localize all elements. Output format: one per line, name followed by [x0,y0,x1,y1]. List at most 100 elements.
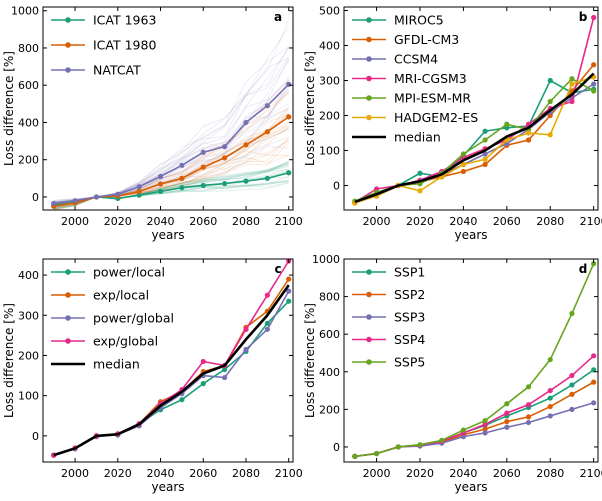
legend-marker [366,314,372,320]
legend-marker [65,17,71,23]
data-point [222,366,228,373]
data-point [439,437,445,443]
x-tick-label: 2080 [232,215,260,228]
data-point [417,442,423,448]
x-tick-label: 2000 [61,215,89,228]
axes-frame [42,6,294,211]
data-point [264,129,270,135]
series-line [354,72,595,204]
legend-marker [65,42,71,48]
x-tick-label: 2040 [147,467,175,480]
series-line [354,77,595,202]
data-point [93,194,100,200]
data-point [591,62,597,68]
y-axis-label: Loss difference [%] [303,51,317,166]
legend-label: SSP5 [394,355,425,370]
data-point [460,168,467,175]
y-tick-label: 400 [18,116,39,129]
y-tick-label: 500 [319,5,340,18]
data-point [569,76,575,82]
series-line [354,79,594,202]
data-point [395,444,401,450]
data-point [286,298,292,304]
y-tick-label: 1000 [312,253,340,266]
x-tick-label: 2020 [406,215,434,228]
data-point [591,379,597,385]
series-exp-global [51,259,292,458]
data-point [482,421,488,428]
legend-marker [366,75,372,82]
data-point [569,98,575,105]
panel-letter: c [274,262,281,276]
data-point [373,450,380,457]
data-point [547,395,553,401]
data-point [417,170,423,176]
data-point [136,192,142,198]
data-point [222,155,228,161]
data-point [460,434,467,440]
data-point [547,356,553,363]
data-point [482,426,488,432]
data-point [460,151,467,157]
legend: MIROC5 GFDL-CM3 CCSM4 MRI-CGSM3 MPI-ESM-MR HA… [352,13,478,145]
legend-label: power/local [93,265,165,280]
series-line [354,355,595,458]
data-point [157,188,164,194]
y-axis-label: Loss difference [%] [303,303,317,418]
x-tick-label: 2060 [189,215,217,228]
plot-area [51,259,292,458]
series-miroc5 [352,77,597,204]
data-point [179,162,185,168]
series-ssp4 [352,353,597,459]
panel-letter: a [274,10,282,24]
data-point [136,188,142,194]
x-tick-label: 2100 [275,467,303,480]
axes-frame [343,258,599,463]
data-point [569,81,575,87]
series-median [53,284,290,457]
legend-marker [65,67,71,73]
data-point [547,403,553,410]
data-point [264,326,270,332]
data-point [286,276,292,282]
data-point [417,188,423,194]
data-point [591,367,597,373]
x-tick-label: 2100 [580,215,602,228]
data-point [547,413,553,419]
legend: SSP1 SSP2 SSP3 SSP4 SSP5 [352,265,425,370]
axes-frame [343,6,599,211]
data-point [200,381,206,387]
y-tick-label: 200 [18,349,39,362]
legend-marker [366,17,372,23]
data-point [525,137,532,143]
data-point [591,353,597,359]
data-point [482,161,488,168]
series-line [53,278,290,456]
data-point [264,175,270,181]
series-line [53,284,290,457]
data-point [525,130,532,136]
legend-marker [65,269,71,275]
legend-label: SSP4 [394,332,425,347]
legend-label: power/global [93,311,174,326]
series-line [354,263,595,458]
data-point [264,292,270,298]
legend-label: SSP1 [394,265,425,280]
data-point [482,418,488,424]
data-point [243,346,249,353]
y-tick-label: 800 [319,291,340,304]
legend-marker [366,269,372,275]
legend-label: MPI-ESM-MR [394,91,471,106]
data-point [222,180,228,187]
panel-letter: d [579,262,588,276]
series-mpi-esm-mr [352,76,597,204]
legend-label: MRI-CGSM3 [394,71,467,86]
x-axis-label: years [454,480,487,494]
legend-label: NATCAT [93,63,141,78]
data-point [460,161,467,168]
series-line [53,260,290,456]
series-median [354,72,595,204]
y-tick-label: 100 [18,390,39,403]
y-tick-label: 200 [319,110,340,123]
y-tick-label: 0 [32,191,39,204]
